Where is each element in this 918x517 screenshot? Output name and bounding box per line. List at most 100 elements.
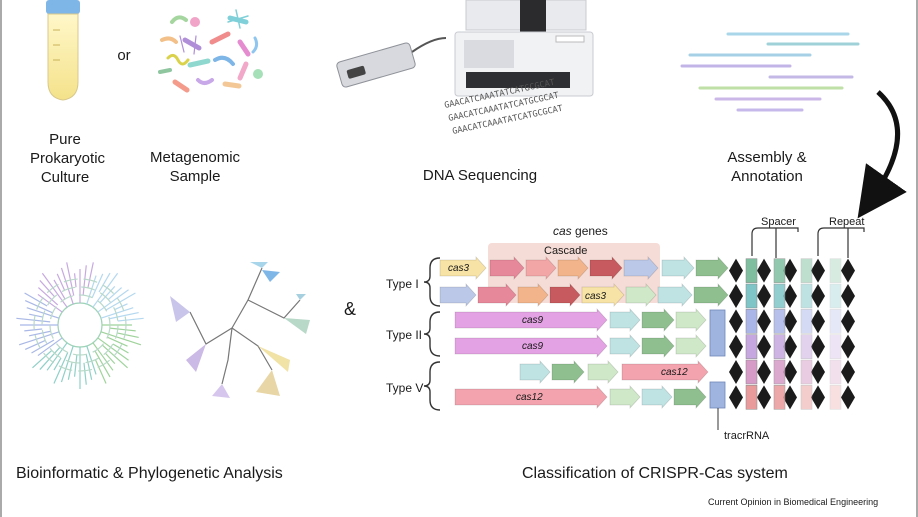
tree-branch (29, 313, 43, 318)
bioinformatic-label: Bioinformatic & Phylogenetic Analysis (16, 465, 283, 482)
spacer-box (800, 283, 813, 309)
crispr-panel (423, 227, 865, 430)
spacer-label: Spacer (761, 216, 796, 228)
tree-branch (92, 342, 114, 371)
tree-branch (101, 344, 128, 369)
cas-gene-teal (661, 255, 695, 281)
tree-branch (82, 265, 87, 296)
assembly-reads-icon (680, 32, 860, 112)
repeat-diamond (841, 309, 855, 334)
repeat-diamond (783, 284, 797, 308)
type-ii-label: Type II (386, 328, 423, 342)
tree-branch (107, 336, 128, 347)
repeat-diamond (811, 284, 825, 308)
repeat-diamond (757, 360, 771, 384)
tree-branch (26, 307, 60, 319)
cascade-gene-5 (623, 255, 659, 281)
tree-ring (41, 286, 119, 364)
classification-label: Classification of CRISPR-Cas system (522, 465, 788, 482)
tracrrna-box-type-v (709, 381, 726, 409)
cas12-label-row2: cas12 (516, 392, 543, 403)
tree-branch (29, 330, 51, 337)
tree-branch (100, 307, 134, 319)
cas3-gene (439, 255, 487, 281)
cascade-gene-2 (525, 255, 557, 281)
tree-branch (24, 328, 43, 332)
spacer-box (773, 334, 786, 359)
cas-gene-green (693, 282, 729, 308)
cascade-gene-4 (549, 282, 581, 308)
cas9-gene (454, 333, 608, 359)
cas-gene-teal (641, 384, 673, 410)
repeat-diamond (841, 385, 855, 410)
tree-branch (16, 317, 51, 323)
cas-gene-light-green (675, 333, 707, 359)
repeat-diamond (841, 360, 855, 384)
type-v-label: Type V (386, 381, 424, 395)
cas-genes-label: cas genes (553, 224, 608, 238)
sequencing-label: DNA Sequencing (422, 167, 538, 184)
spacer-box (800, 258, 813, 283)
tree-branch (24, 300, 53, 314)
repeat-diamond (729, 334, 743, 359)
cas-gene-green (551, 359, 585, 385)
cas-gene-teal (609, 333, 641, 359)
pure-culture-label: Pure Prokaryotic Culture (30, 131, 106, 186)
tree-branch (60, 345, 74, 383)
repeat-diamond (729, 360, 743, 384)
flow-arrow (857, 90, 907, 219)
tree-branch (83, 362, 87, 385)
tree-branch (53, 279, 66, 300)
spacer-box (745, 309, 758, 334)
or-label: or (117, 47, 131, 64)
tree-branch (53, 357, 62, 371)
sequencer-icon (336, 0, 594, 97)
cas-gene-light-green (609, 384, 641, 410)
cas-genes-rest: genes (571, 224, 608, 238)
credit-label: Current Opinion in Biomedical Engineerin… (708, 497, 879, 507)
cas-gene-teal (609, 307, 641, 333)
cascade-gene-3 (517, 282, 549, 308)
assembly-label: Assembly & Annotation (727, 149, 807, 185)
tree-branch (18, 331, 60, 346)
repeat-diamond (811, 309, 825, 334)
repeat-diamond (757, 309, 771, 334)
spacer-box (773, 385, 786, 410)
tree-branch (97, 337, 129, 361)
tree-branch (94, 350, 111, 378)
spacer-box (745, 283, 758, 309)
repeat-diamond (757, 334, 771, 359)
tracrrna-label: tracrRNA (724, 430, 770, 442)
repeat-diamond (841, 258, 855, 283)
spacer-box (773, 309, 786, 334)
repeat-diamond (729, 284, 743, 308)
tree-branch (114, 303, 128, 311)
tree-branch (41, 272, 68, 308)
tree-branch (37, 287, 59, 306)
cascade-gene-1 (489, 255, 525, 281)
tree-branch (86, 275, 97, 305)
spacer-box (800, 359, 813, 385)
repeat-diamond (841, 334, 855, 359)
tracrrna-box-type-ii (709, 309, 726, 357)
cas9-label-row2: cas9 (522, 341, 544, 352)
spacer-box (745, 334, 758, 359)
spacer-box (745, 385, 758, 410)
tree-branch (39, 280, 56, 298)
tree-branch (32, 349, 53, 369)
tree-branch (107, 287, 123, 301)
type-i-label: Type I (386, 277, 419, 291)
spacer-box (773, 359, 786, 385)
repeat-diamond (811, 360, 825, 384)
culture-tube-icon (46, 0, 80, 101)
cas12-gene (454, 384, 608, 410)
cas3-label-row2: cas3 (585, 291, 607, 302)
repeat-diamond (757, 385, 771, 410)
tree-branch (100, 331, 142, 346)
tree-branch (46, 342, 68, 371)
cas9-gene (454, 307, 608, 333)
circular-tree-icon (16, 262, 144, 389)
spacer-box (800, 385, 813, 410)
cas-gene-light-green (625, 282, 657, 308)
tree-branch (37, 337, 63, 357)
